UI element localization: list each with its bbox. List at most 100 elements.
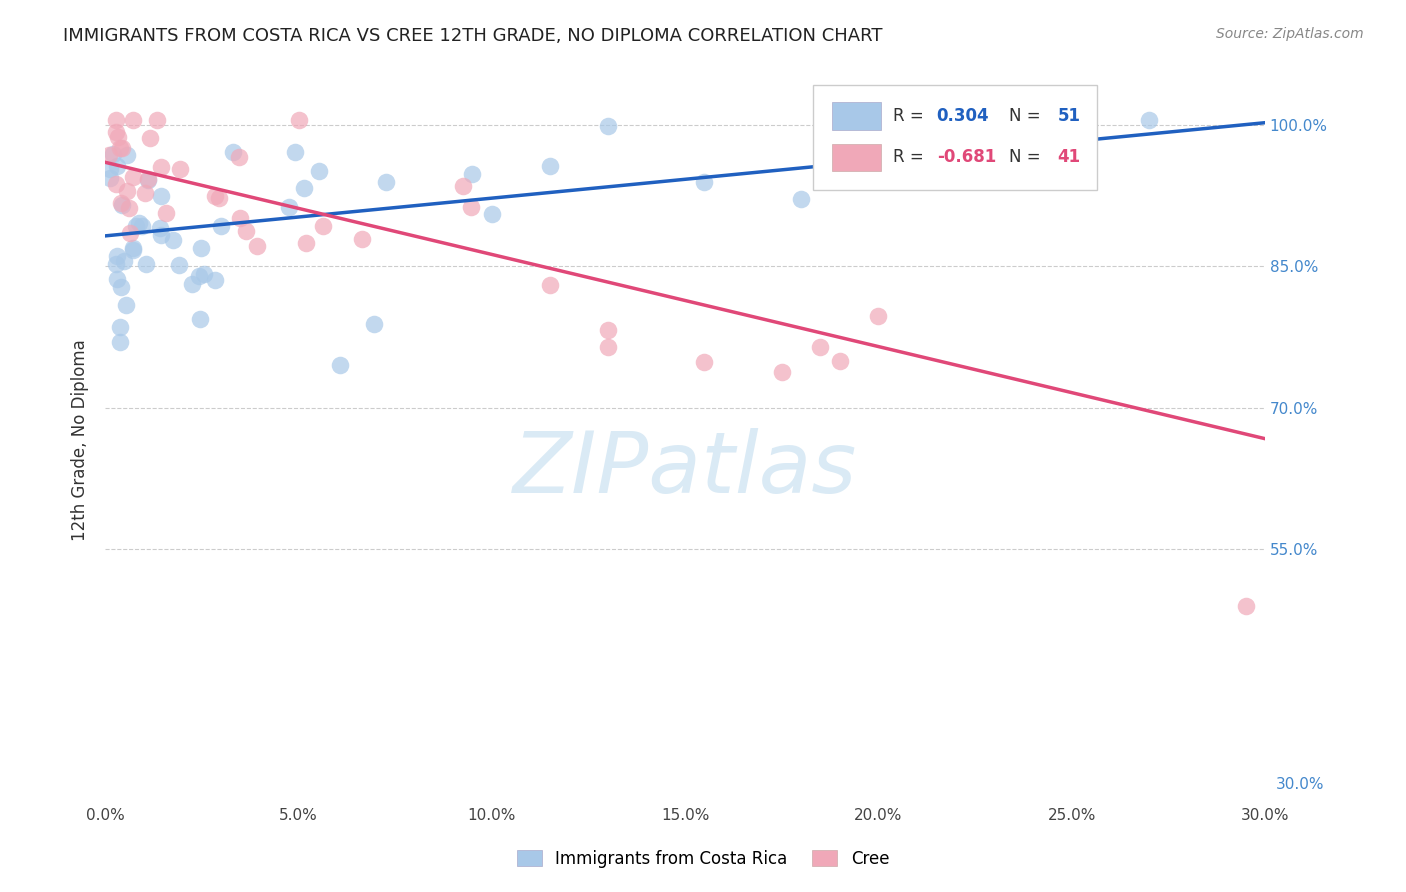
Point [136, 172, 159, 186]
Point [229, 211, 252, 225]
Point [246, 239, 269, 253]
Bar [832, 144, 882, 171]
Point [208, 191, 231, 205]
Text: ZIPatlas: ZIPatlas [513, 428, 858, 511]
Point [284, 145, 307, 160]
Point [329, 358, 352, 372]
Point [308, 163, 330, 178]
Point [104, 257, 127, 271]
Point [149, 189, 172, 203]
Point [105, 272, 128, 286]
Point [131, 219, 153, 234]
Point [128, 216, 150, 230]
Point [481, 207, 503, 221]
Point [204, 273, 226, 287]
Point [188, 311, 211, 326]
Bar [832, 102, 882, 129]
Point [461, 167, 484, 181]
Point [110, 319, 132, 334]
Point [596, 340, 619, 354]
Point [122, 243, 145, 257]
Text: R =: R = [893, 148, 928, 166]
Text: R =: R = [893, 107, 928, 125]
Point [204, 189, 226, 203]
Point [292, 181, 315, 195]
Point [115, 148, 138, 162]
Point [312, 219, 335, 234]
Point [134, 186, 156, 201]
Text: IMMIGRANTS FROM COSTA RICA VS CREE 12TH GRADE, NO DIPLOMA CORRELATION CHART: IMMIGRANTS FROM COSTA RICA VS CREE 12TH … [63, 27, 883, 45]
Point [118, 201, 141, 215]
Point [596, 119, 619, 133]
Point [115, 184, 138, 198]
Point [98, 148, 121, 162]
Point [1040, 128, 1063, 142]
Point [190, 241, 212, 255]
Text: N =: N = [1008, 107, 1046, 125]
Point [222, 145, 245, 160]
Point [169, 161, 191, 176]
Point [136, 172, 159, 186]
Point [103, 147, 125, 161]
Point [693, 175, 716, 189]
Point [150, 227, 173, 242]
Point [114, 297, 136, 311]
Point [848, 136, 870, 150]
Point [110, 141, 132, 155]
Point [790, 192, 813, 206]
Point [188, 268, 211, 283]
Point [155, 206, 177, 220]
Point [110, 198, 132, 212]
Point [167, 258, 190, 272]
Point [808, 340, 831, 354]
Point [104, 112, 127, 127]
Point [98, 161, 121, 176]
Point [121, 241, 143, 255]
Legend: Immigrants from Costa Rica, Cree: Immigrants from Costa Rica, Cree [510, 844, 896, 875]
Text: 41: 41 [1057, 148, 1080, 166]
Point [107, 159, 129, 173]
Point [693, 355, 716, 369]
Point [451, 179, 474, 194]
Point [124, 219, 146, 233]
Point [1234, 599, 1257, 613]
Point [135, 257, 157, 271]
Point [149, 220, 172, 235]
Text: N =: N = [1008, 148, 1046, 166]
Point [1137, 112, 1160, 127]
Point [294, 236, 316, 251]
Point [108, 335, 131, 350]
Point [122, 112, 145, 127]
Point [228, 150, 250, 164]
Point [181, 277, 204, 291]
Point [122, 169, 145, 184]
Point [538, 277, 561, 292]
FancyBboxPatch shape [813, 85, 1097, 190]
Point [162, 233, 184, 247]
Point [104, 177, 127, 191]
Text: Source: ZipAtlas.com: Source: ZipAtlas.com [1216, 27, 1364, 41]
Point [538, 159, 561, 173]
Point [363, 317, 385, 331]
Point [98, 171, 121, 186]
Text: 51: 51 [1057, 107, 1080, 125]
Point [375, 175, 398, 189]
Point [105, 125, 128, 139]
Point [145, 112, 167, 127]
Point [596, 323, 619, 337]
Point [149, 160, 172, 174]
Point [107, 129, 129, 144]
Point [110, 280, 132, 294]
Point [868, 309, 890, 323]
Point [118, 227, 141, 241]
Point [139, 131, 162, 145]
Text: 0.304: 0.304 [936, 107, 990, 125]
Point [828, 354, 851, 368]
Point [235, 224, 257, 238]
Point [905, 173, 928, 187]
Point [770, 366, 793, 380]
Point [352, 231, 374, 245]
Point [193, 267, 215, 281]
Y-axis label: 12th Grade, No Diploma: 12th Grade, No Diploma [72, 340, 89, 541]
Point [277, 200, 299, 214]
